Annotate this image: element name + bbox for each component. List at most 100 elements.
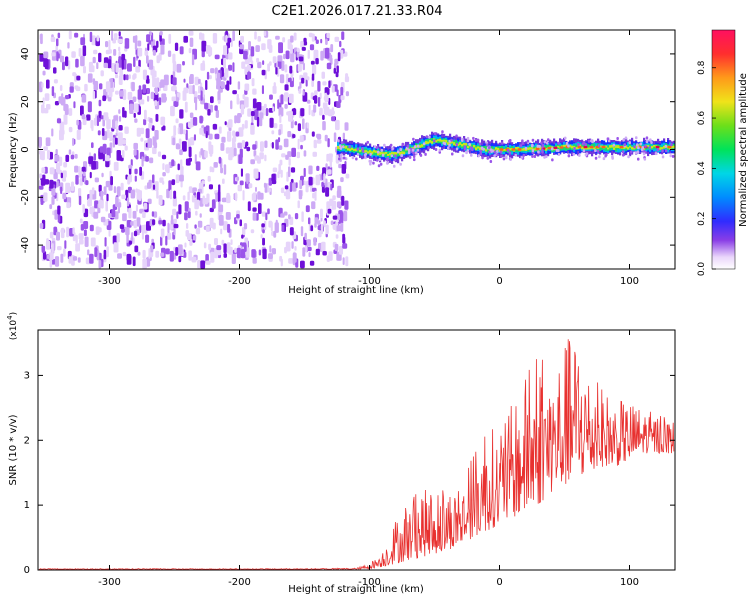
noise-cell xyxy=(233,147,237,157)
noise-cell xyxy=(43,108,49,114)
noise-cell xyxy=(240,35,244,43)
halo-cell xyxy=(339,144,342,148)
noise-cell xyxy=(105,155,110,162)
noise-cell xyxy=(153,142,158,149)
noise-cell xyxy=(188,146,192,158)
halo-cell xyxy=(496,149,499,153)
halo-cell xyxy=(489,148,493,152)
noise-cell xyxy=(203,242,207,249)
noise-cell xyxy=(242,190,245,201)
noise-cell xyxy=(280,258,283,267)
noise-cell xyxy=(208,243,211,251)
noise-cell xyxy=(300,40,304,48)
colorbar-tick-label: 0.4 xyxy=(697,161,707,176)
halo-cell xyxy=(351,156,355,160)
noise-cell xyxy=(331,200,337,210)
noise-cell xyxy=(281,153,286,158)
noise-cell xyxy=(227,131,232,142)
noise-cell xyxy=(290,35,294,43)
noise-region xyxy=(38,30,350,269)
noise-cell xyxy=(146,55,149,64)
ridge-peak-cell xyxy=(667,145,672,149)
noise-cell xyxy=(197,260,201,269)
noise-cell xyxy=(320,38,323,44)
noise-cell xyxy=(223,57,226,69)
noise-cell xyxy=(91,187,95,195)
noise-cell xyxy=(118,46,121,52)
halo-cell xyxy=(522,153,525,157)
noise-cell xyxy=(147,198,152,205)
noise-cell xyxy=(256,102,262,111)
halo-cell xyxy=(411,148,415,152)
noise-cell xyxy=(145,234,150,243)
halo-cell xyxy=(479,152,482,156)
noise-cell xyxy=(178,138,182,145)
noise-cell xyxy=(137,40,142,47)
noise-cell xyxy=(143,118,147,126)
noise-cell xyxy=(259,112,264,119)
ridge-cell xyxy=(493,149,496,152)
noise-cell xyxy=(298,56,304,62)
ridge-cell xyxy=(345,145,348,149)
noise-cell xyxy=(113,49,117,56)
spectrogram-y-tick-label: 20 xyxy=(20,95,31,108)
noise-cell xyxy=(239,219,242,227)
halo-cell xyxy=(622,153,625,157)
halo-cell xyxy=(412,155,416,158)
noise-cell xyxy=(124,145,128,151)
noise-cell xyxy=(264,154,267,162)
noise-cell xyxy=(316,139,322,144)
noise-cell xyxy=(201,40,207,52)
noise-cell xyxy=(63,114,68,125)
ridge-cell xyxy=(539,147,542,151)
noise-cell xyxy=(260,234,263,239)
noise-cell xyxy=(102,143,107,155)
halo-cell xyxy=(578,153,581,157)
noise-cell xyxy=(123,74,126,81)
noise-cell xyxy=(183,78,186,83)
noise-cell xyxy=(115,132,118,137)
noise-cell xyxy=(57,32,61,39)
noise-cell xyxy=(91,142,94,149)
noise-cell xyxy=(189,76,192,85)
noise-cell xyxy=(297,200,300,209)
noise-cell xyxy=(188,157,192,162)
noise-cell xyxy=(208,133,213,140)
halo-cell xyxy=(344,157,348,161)
noise-cell xyxy=(160,228,165,238)
halo-cell xyxy=(500,141,504,145)
noise-cell xyxy=(165,235,168,246)
noise-cell xyxy=(87,198,92,207)
noise-cell xyxy=(178,244,183,255)
noise-cell xyxy=(116,128,119,134)
noise-cell xyxy=(74,165,79,173)
noise-cell xyxy=(182,129,187,135)
snr-y-tick-label: 0 xyxy=(24,565,30,576)
halo-cell xyxy=(416,148,420,152)
noise-cell xyxy=(344,200,349,210)
ridge-cell xyxy=(605,146,608,151)
noise-cell xyxy=(310,225,314,232)
noise-cell xyxy=(338,210,343,216)
noise-cell xyxy=(103,186,107,195)
noise-cell xyxy=(83,171,86,177)
noise-cell xyxy=(191,256,197,263)
ridge-cell xyxy=(497,147,500,151)
halo-cell xyxy=(485,143,489,147)
noise-cell xyxy=(325,38,328,45)
ridge-cell xyxy=(393,152,396,157)
spectrogram-y-tick-label: -20 xyxy=(20,189,31,205)
ridge-cell xyxy=(475,147,478,151)
ridge-cell xyxy=(403,151,406,155)
noise-cell xyxy=(208,184,213,190)
ridge-cell xyxy=(613,147,616,150)
noise-cell xyxy=(151,125,155,131)
noise-cell xyxy=(80,224,84,231)
noise-cell xyxy=(294,213,299,220)
noise-cell xyxy=(280,94,284,105)
ridge-cell xyxy=(459,143,462,148)
ridge-cell xyxy=(401,151,404,155)
noise-cell xyxy=(221,136,226,143)
halo-cell xyxy=(635,136,638,140)
halo-cell xyxy=(455,143,459,146)
